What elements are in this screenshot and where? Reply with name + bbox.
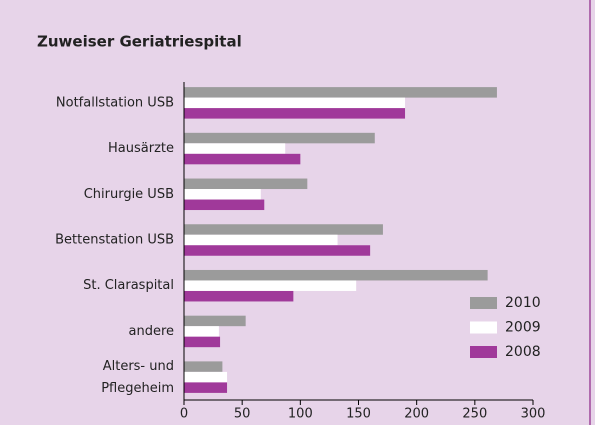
bar [184,178,308,190]
y-tick-label: Notfallstation USB [56,95,174,110]
y-tick-label: andere [128,324,174,339]
x-tick-label: 200 [404,407,429,422]
bar [184,108,406,119]
bar [184,234,338,246]
bar [184,153,301,165]
x-tick-label: 100 [288,407,313,422]
legend-swatch [470,321,497,334]
y-tick-label: Chirurgie USB [84,187,174,202]
bar [184,224,383,235]
x-tick-label: 250 [462,407,487,422]
bar [184,245,371,256]
y-tick-label: St. Claraspital [83,278,174,293]
bar [184,336,221,348]
bar [184,382,228,393]
x-tick-label: 0 [180,407,188,422]
legend-swatch [470,346,497,358]
bar [184,315,246,327]
legend-label: 2008 [505,344,541,360]
y-tick-label: Hausärzte [108,141,174,156]
bar [184,132,375,144]
y-tick-label: Bettenstation USB [55,233,174,248]
bar [184,97,406,109]
bar [184,199,265,211]
y-tick-label: Alters- und Pflegeheim [101,359,174,396]
bar [184,290,294,302]
x-tick-label: 150 [346,407,371,422]
bar [184,269,488,281]
bar [184,87,497,98]
bar [184,371,228,383]
legend-label: 2010 [505,295,541,311]
bar [184,326,219,337]
bar [184,143,286,154]
x-tick-label: 50 [234,407,251,422]
bar [184,280,357,291]
chart-title: Zuweiser Geriatriespital [37,33,242,51]
bar [184,189,261,200]
legend-swatch [470,297,497,309]
bar [184,361,223,372]
legend-label: 2009 [505,320,541,336]
x-tick-label: 300 [521,407,546,422]
